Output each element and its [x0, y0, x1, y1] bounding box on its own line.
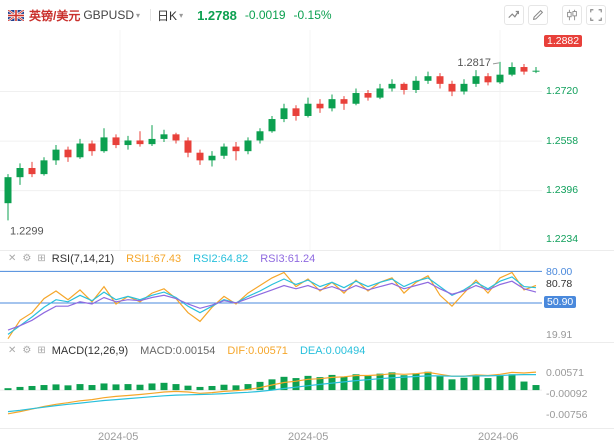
high-annotation: 1.2817: [457, 57, 491, 69]
rsi-axis[interactable]: 80.00 80.78 50.90 19.91: [542, 266, 614, 342]
rsi2-value: RSI2:64.82: [193, 252, 249, 265]
price-axis[interactable]: 1.2882 1.2720 1.2558 1.2396 1.2234: [542, 30, 614, 250]
candles-icon: [567, 9, 577, 21]
interval-selector[interactable]: 日K ▾: [157, 7, 187, 24]
candles-group: [4, 61, 540, 221]
close-icon[interactable]: ✕: [8, 344, 17, 356]
macd-axis-label: -0.00092: [546, 388, 588, 400]
chevron-down-icon: ▾: [179, 11, 184, 20]
expand-panel-icon[interactable]: ⊞: [37, 252, 46, 264]
price-axis-label: 1.2234: [546, 233, 579, 245]
pair-name-chinese: 英镑/美元: [29, 8, 81, 23]
x-axis-label: 2024-05: [98, 431, 139, 443]
price-axis-label: 1.2396: [546, 184, 579, 196]
rsi-chart-row: 80.00 80.78 50.90 19.91: [0, 266, 614, 342]
macd-panel-header: ✕ ⚙ ⊞ MACD(12,26,9) MACD:0.00154 DIF:0.0…: [0, 342, 614, 358]
expand-panel-icon[interactable]: ⊞: [37, 344, 46, 356]
fullscreen-button[interactable]: [586, 5, 606, 25]
symbol-selector[interactable]: GBPUSD ▾: [83, 8, 144, 22]
macd-plot[interactable]: [0, 358, 542, 428]
symbol-label: GBPUSD: [83, 8, 135, 22]
trend-tool-button[interactable]: [504, 5, 524, 25]
macd-value: MACD:0.00154: [140, 344, 216, 357]
last-price: 1.2788: [197, 7, 237, 23]
price-axis-tag: 1.2882: [544, 35, 583, 47]
settings-icon[interactable]: ⚙: [22, 252, 32, 264]
low-annotation: 1.2299: [10, 225, 44, 237]
x-axis-label: 2024-05: [288, 431, 329, 443]
price-axis-label: 1.2558: [546, 135, 579, 147]
rsi-axis-label: 19.91: [546, 329, 573, 341]
dea-value: DEA:0.00494: [299, 344, 366, 357]
gbp-flag-icon: [8, 9, 24, 21]
rsi-panel-header: ✕ ⚙ ⊞ RSI(7,14,21) RSI1:67.43 RSI2:64.82…: [0, 250, 614, 266]
rsi-axis-label: 80.78: [546, 278, 573, 290]
DIF-line: [7, 371, 537, 415]
macd-title: MACD(12,26,9): [51, 344, 129, 357]
main-chart-row: 1.2817 1.2299 1.2882 1.2720 1.2558 1.2396…: [0, 30, 614, 250]
price-axis-label: 1.2720: [546, 85, 579, 97]
settings-icon[interactable]: ⚙: [22, 344, 32, 356]
macd-chart[interactable]: [0, 358, 542, 428]
rsi1-value: RSI1:67.43: [126, 252, 182, 265]
time-axis[interactable]: 2024-05 2024-05 2024-06: [0, 428, 614, 444]
toolbar-gap: [552, 5, 558, 25]
rsi-axis-label: 80.00: [546, 266, 573, 278]
dif-value: DIF:0.00571: [227, 344, 288, 357]
interval-label: 日K: [157, 8, 178, 23]
rsi-plot[interactable]: [0, 266, 542, 342]
top-toolbar: 英镑/美元 GBPUSD ▾ 日K ▾ 1.2788 -0.0019 -0.15…: [0, 0, 614, 30]
chart-toolbar: [504, 5, 606, 25]
draw-tool-button[interactable]: [528, 5, 548, 25]
close-icon[interactable]: ✕: [8, 252, 17, 264]
candlestick-plot[interactable]: 1.2817 1.2299: [0, 30, 542, 250]
rsi-axis-tag: 50.90: [544, 296, 577, 308]
expand-icon: [590, 9, 602, 21]
header-divider: [150, 9, 152, 21]
macd-axis[interactable]: 0.00571 -0.00092 -0.00756: [542, 358, 614, 428]
RSI2-line: [7, 276, 537, 335]
pencil-icon: [532, 9, 544, 21]
compare-button[interactable]: [562, 5, 582, 25]
price-change: -0.0019: [244, 8, 286, 22]
x-axis-label: 2024-06: [478, 431, 519, 443]
macd-chart-row: 0.00571 -0.00092 -0.00756: [0, 358, 614, 428]
price-change-percent: -0.15%: [293, 8, 332, 22]
candlestick-chart[interactable]: 1.2817 1.2299: [0, 30, 542, 250]
macd-histogram: [4, 371, 540, 391]
RSI1-line: [7, 271, 537, 340]
macd-axis-label: -0.00756: [546, 409, 588, 421]
macd-axis-label: 0.00571: [546, 367, 584, 379]
rsi3-value: RSI3:61.24: [260, 252, 316, 265]
rsi-chart[interactable]: [0, 266, 542, 342]
RSI3-line: [7, 280, 537, 331]
rsi-title: RSI(7,14,21): [51, 252, 115, 265]
chevron-down-icon: ▾: [136, 11, 141, 20]
DEA-line: [7, 374, 536, 413]
trend-icon: [508, 10, 519, 19]
